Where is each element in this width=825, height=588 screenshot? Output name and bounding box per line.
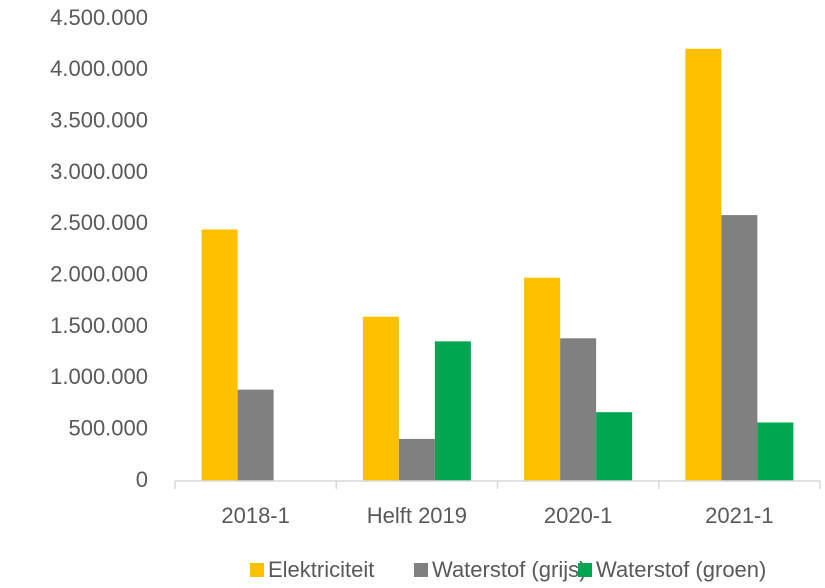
legend-swatch: [250, 563, 264, 577]
y-tick-label: 2.000.000: [50, 261, 148, 286]
bar: [757, 422, 794, 481]
y-tick-label: 3.500.000: [50, 107, 148, 132]
bar: [596, 412, 633, 481]
x-tick-label: 2018-1: [221, 503, 290, 528]
y-tick-label: 1.500.000: [50, 313, 148, 338]
y-tick-label: 0: [136, 467, 148, 492]
x-tick-label: Helft 2019: [367, 503, 467, 528]
y-tick-label: 1.000.000: [50, 364, 148, 389]
bar: [201, 229, 238, 481]
legend-label: Waterstof (groen): [596, 557, 766, 582]
bar: [434, 341, 471, 481]
bar: [685, 48, 722, 481]
bar: [524, 277, 561, 481]
y-tick-label: 4.500.000: [50, 5, 148, 30]
bar: [560, 338, 597, 481]
bar: [362, 316, 399, 481]
bar: [237, 389, 274, 481]
x-tick-label: 2020-1: [544, 503, 613, 528]
legend-swatch: [414, 563, 428, 577]
legend-label: Waterstof (grijs): [432, 557, 586, 582]
x-tick-label: 2021-1: [705, 503, 774, 528]
legend-swatch: [578, 563, 592, 577]
bar: [398, 438, 435, 481]
bar: [721, 215, 758, 482]
legend-label: Elektriciteit: [268, 557, 374, 582]
y-tick-label: 2.500.000: [50, 210, 148, 235]
y-tick-label: 3.000.000: [50, 159, 148, 184]
y-tick-label: 500.000: [68, 415, 148, 440]
y-tick-label: 4.000.000: [50, 56, 148, 81]
